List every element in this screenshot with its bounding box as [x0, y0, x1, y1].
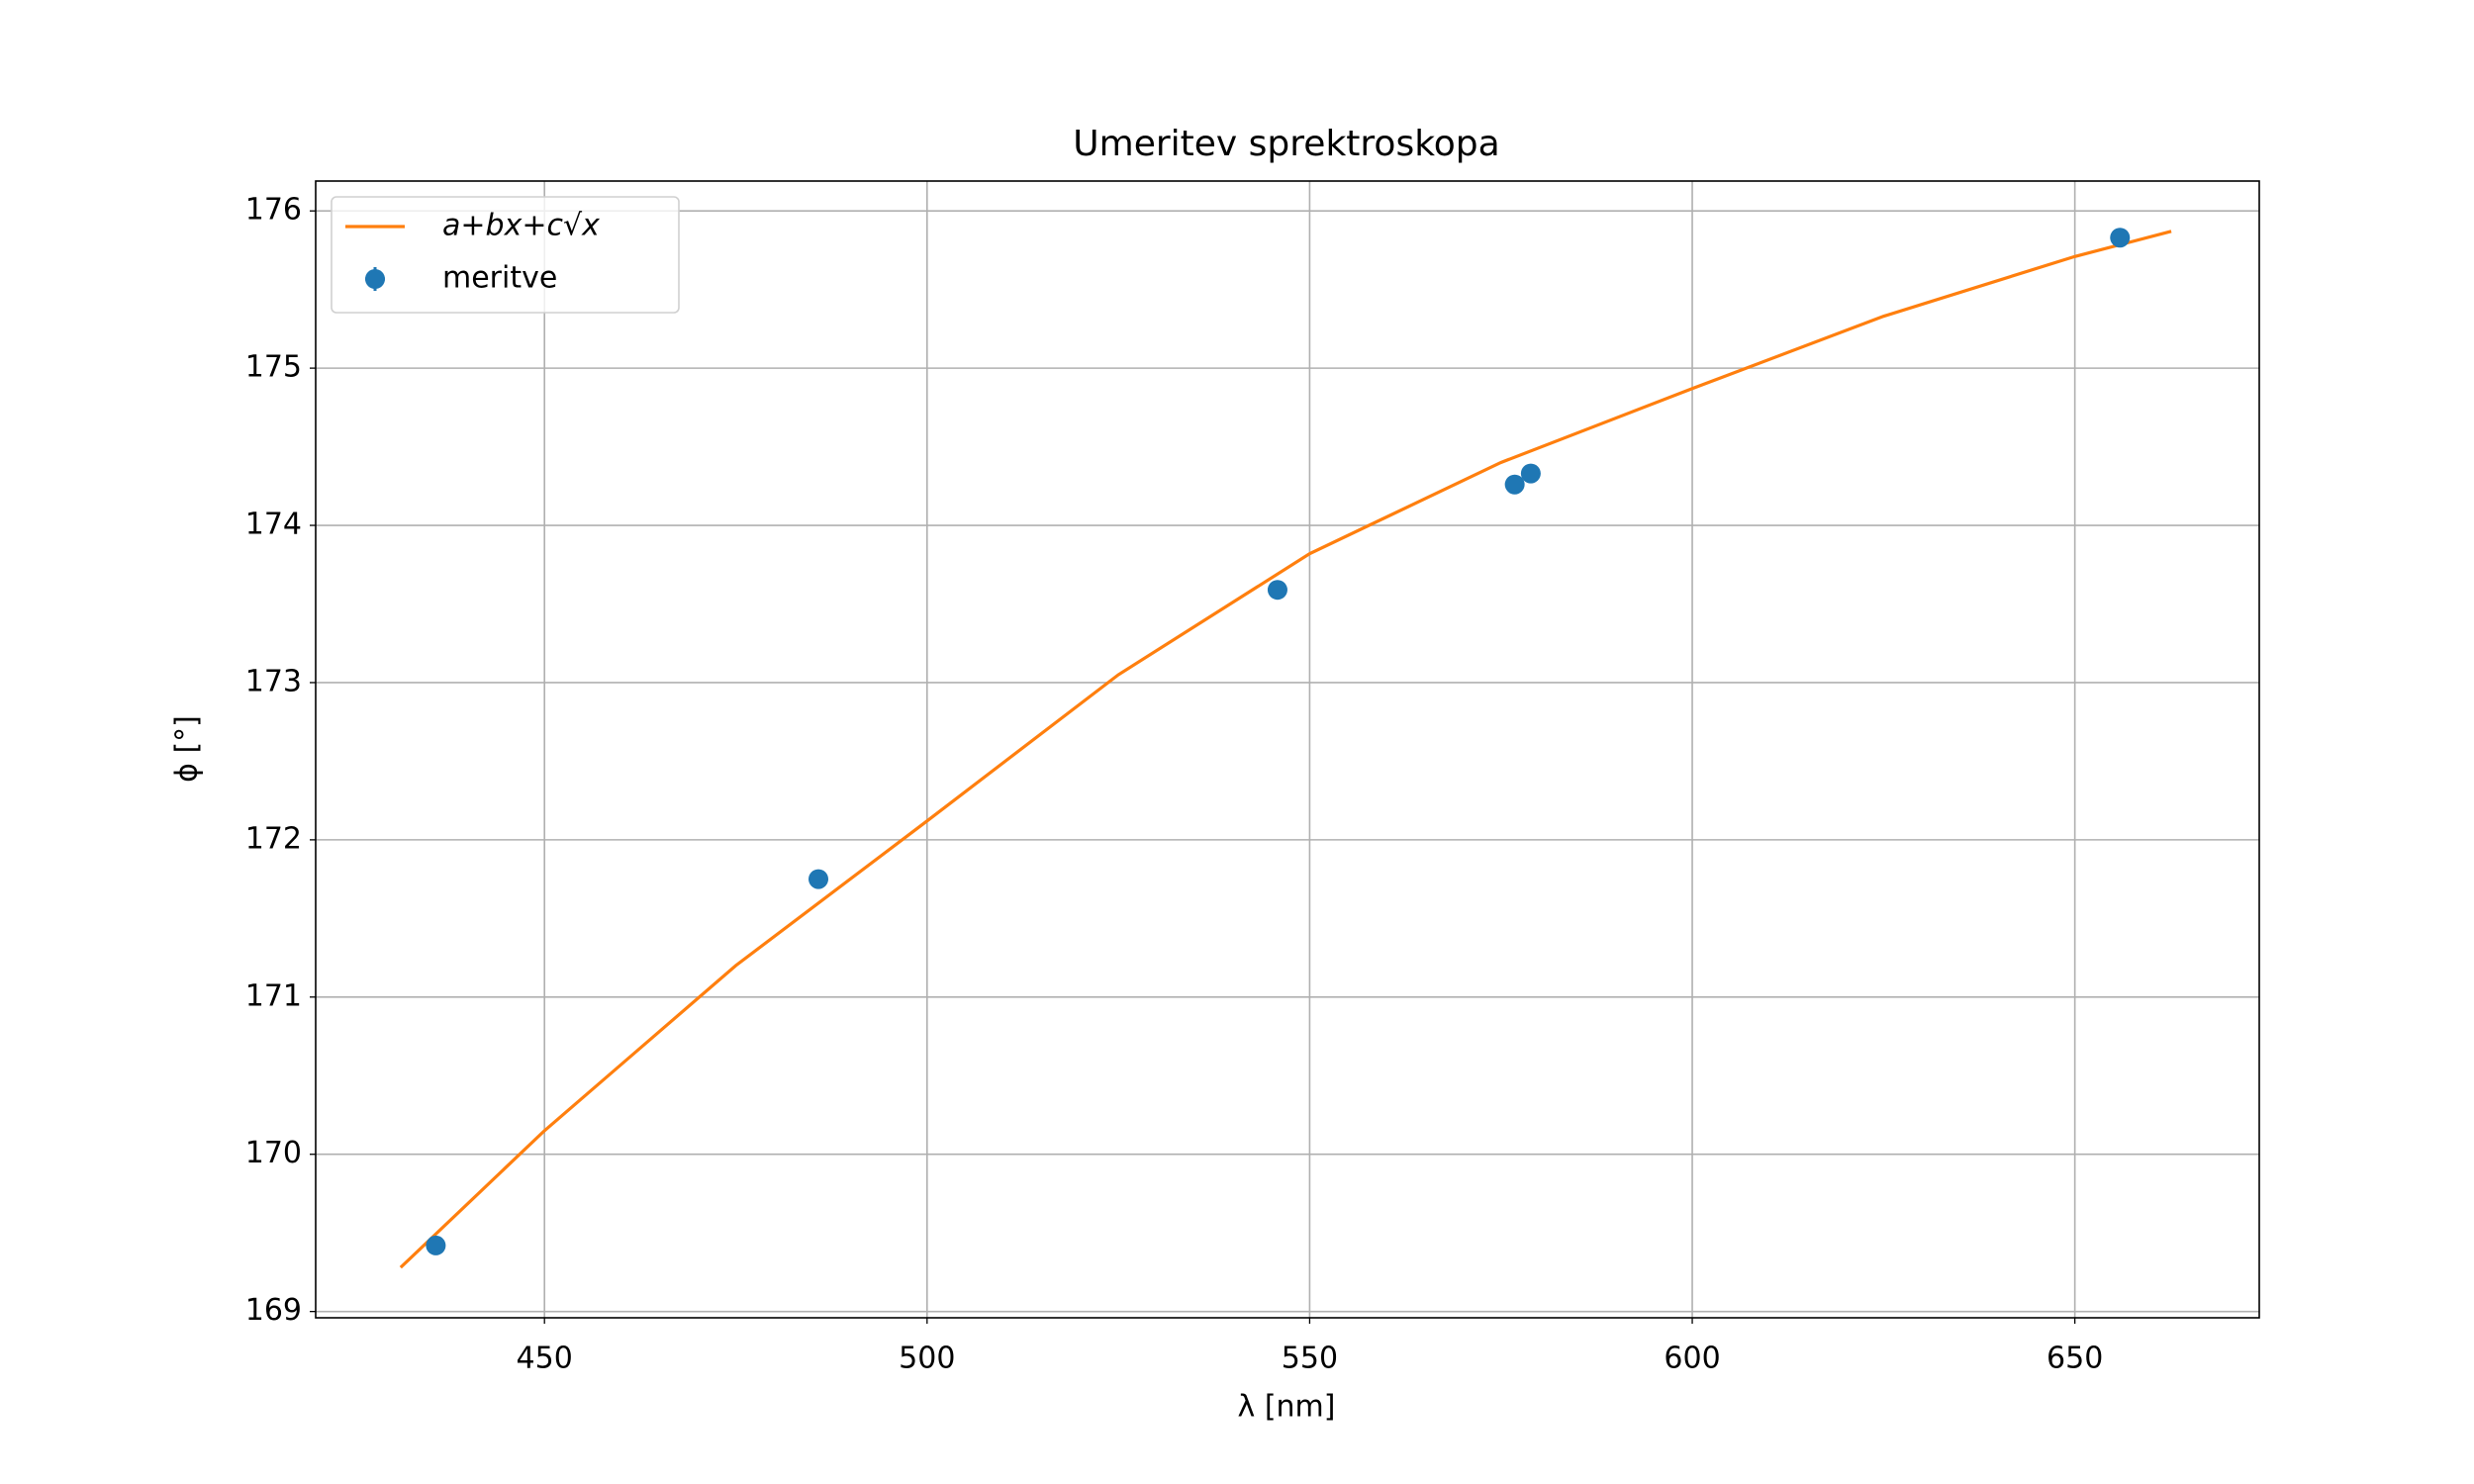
data-point: [1267, 580, 1287, 601]
y-tick-label: 169: [245, 1293, 302, 1328]
x-tick-label: 550: [1282, 1342, 1338, 1376]
legend-label: meritve: [442, 261, 557, 296]
x-tick-label: 650: [2046, 1342, 2103, 1376]
x-axis-label: λ [nm]: [1238, 1390, 1336, 1425]
y-tick-label: 174: [245, 508, 302, 542]
y-tick-label: 171: [245, 978, 302, 1013]
x-tick-label: 450: [517, 1342, 573, 1376]
data-point: [809, 869, 829, 889]
data-point: [426, 1235, 446, 1255]
x-tick-label: 600: [1664, 1342, 1720, 1376]
y-tick-label: 172: [245, 821, 302, 856]
y-axis-label: ϕ [°]: [170, 715, 205, 783]
data-point: [2110, 228, 2131, 248]
data-point: [1504, 474, 1525, 495]
legend-swatch: [365, 269, 385, 289]
data-point: [1520, 463, 1541, 484]
plot-frame: [315, 180, 2260, 1319]
fit-line: [399, 230, 2172, 1269]
chart-title: Umeritev sprektroskopa: [1073, 124, 1499, 164]
y-tick-label: 176: [245, 193, 302, 228]
y-tick-label: 175: [245, 350, 302, 385]
x-tick-label: 500: [899, 1342, 955, 1376]
legend-label: a+bx+c√x: [442, 209, 600, 243]
legend-box: [331, 196, 680, 314]
y-tick-label: 173: [245, 664, 302, 698]
y-tick-label: 170: [245, 1136, 302, 1170]
